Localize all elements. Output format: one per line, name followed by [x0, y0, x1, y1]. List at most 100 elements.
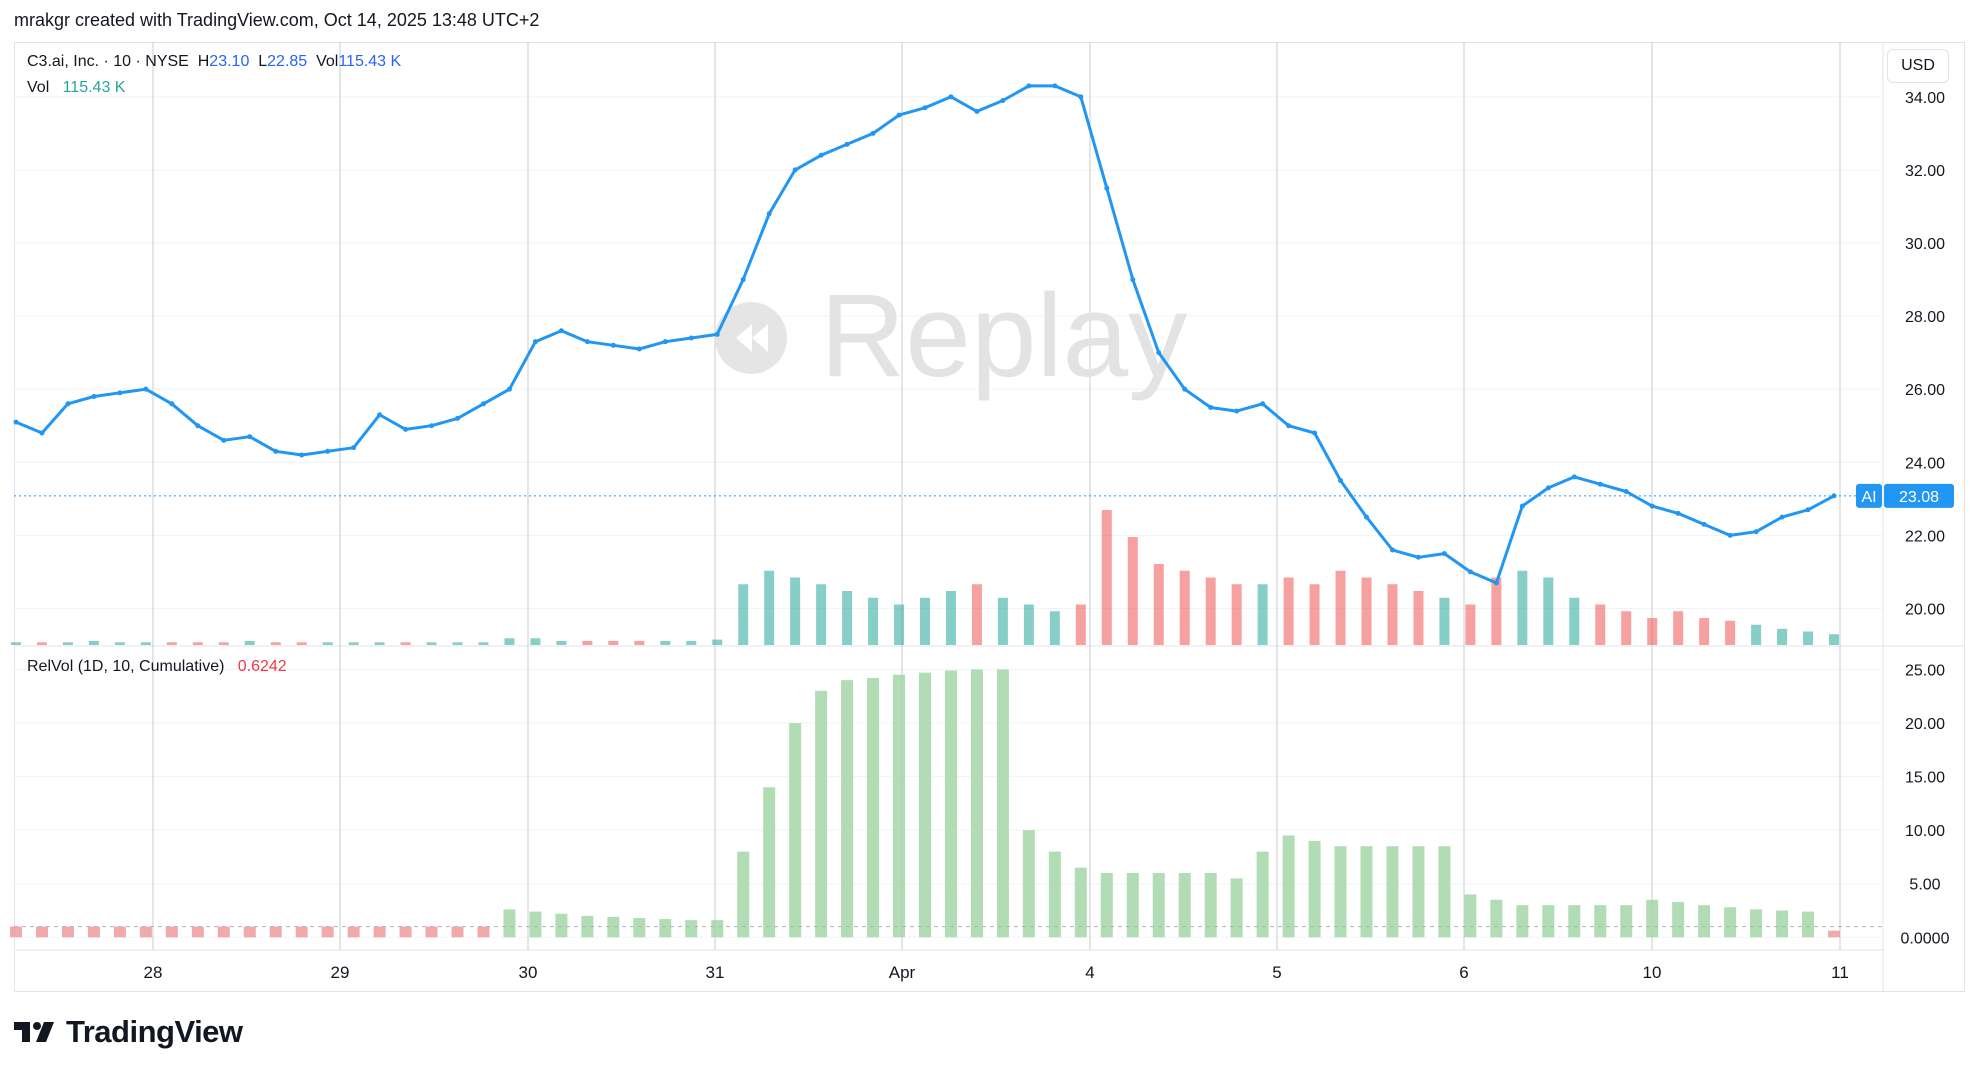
- price-tick-label: 34.00: [1905, 90, 1945, 107]
- volume-bar: [348, 642, 359, 645]
- price-point: [299, 452, 305, 458]
- volume-bar: [270, 642, 281, 645]
- price-tag-symbol-bg: [1856, 483, 1882, 508]
- volume-bar: [1491, 577, 1502, 645]
- vol-label: Vol: [316, 53, 339, 70]
- chart-frame[interactable]: [14, 42, 1965, 992]
- relvol-bar: [113, 926, 126, 938]
- volume-bar: [1283, 577, 1294, 645]
- volume-bar: [1699, 618, 1710, 645]
- price-point: [273, 448, 279, 454]
- volume-bar: [868, 597, 879, 645]
- relvol-bar: [1360, 846, 1373, 938]
- low-value: 22.85: [267, 53, 308, 70]
- relvol-bar: [1568, 905, 1581, 938]
- relvol-bar: [944, 670, 957, 938]
- volume-bar: [36, 642, 47, 645]
- relvol-bar: [1646, 899, 1659, 938]
- volume-bar: [971, 584, 982, 645]
- relvol-bar: [1490, 899, 1503, 938]
- time-tick-label: 30: [519, 963, 538, 982]
- relvol-bar: [1074, 867, 1087, 938]
- relvol-bar: [1100, 873, 1113, 938]
- relvol-tick-label: 25.00: [1905, 662, 1945, 679]
- volume-bar: [88, 640, 99, 645]
- volume-bar: [1335, 570, 1346, 645]
- volume-bar: [556, 640, 567, 645]
- volume-bar: [582, 640, 593, 645]
- relvol-value: 0.6242: [237, 658, 287, 675]
- volume-bar: [426, 642, 437, 645]
- price-point: [1597, 481, 1603, 487]
- volume-bar: [1205, 577, 1216, 645]
- volume-bars: [11, 510, 1839, 645]
- relvol-bar: [1152, 873, 1165, 938]
- volume-bar: [1647, 618, 1658, 645]
- vol-row-value: 115.43 K: [62, 79, 126, 96]
- price-tag-symbol: AI: [1861, 489, 1876, 506]
- session-lines: [152, 42, 1841, 950]
- relvol-bar: [867, 678, 880, 938]
- relvol-tick-label: 0.0000: [1901, 930, 1950, 947]
- relvol-bar: [217, 926, 230, 938]
- volume-bar: [1777, 628, 1788, 645]
- relvol-bar: [1022, 830, 1035, 938]
- volume-bar: [997, 597, 1008, 645]
- volume-bar: [1257, 584, 1268, 645]
- price-point: [1156, 350, 1162, 356]
- volume-bar: [1673, 611, 1684, 645]
- price-legend: C3.ai, Inc. · 10 · NYSE H23.10 L22.85 Vo…: [27, 53, 401, 71]
- relvol-bar: [1204, 873, 1217, 938]
- price-point: [351, 445, 357, 451]
- time-tick-label: 10: [1643, 963, 1662, 982]
- volume-bar: [894, 604, 905, 645]
- relvol-bar: [191, 926, 204, 938]
- price-tick-label: 20.00: [1905, 601, 1945, 618]
- tradingview-logo[interactable]: TradingView: [14, 1014, 243, 1050]
- volume-bar: [842, 591, 853, 645]
- price-point: [1208, 404, 1214, 410]
- vol-value: 115.43 K: [338, 53, 402, 70]
- volume-bar: [920, 597, 930, 645]
- replay-watermark: Replay: [715, 270, 1187, 402]
- price-point: [1675, 510, 1681, 516]
- relvol-bar: [685, 920, 698, 938]
- vol-row-label: Vol: [27, 79, 50, 96]
- price-point: [13, 419, 19, 425]
- relvol-bar: [970, 669, 983, 938]
- symbol-label: C3.ai, Inc. · 10 · NYSE: [27, 53, 189, 70]
- price-point: [1026, 83, 1032, 89]
- price-point: [429, 423, 435, 429]
- price-point: [532, 339, 538, 345]
- price-point: [896, 112, 902, 118]
- volume-bar: [712, 639, 723, 645]
- relvol-bar: [659, 919, 672, 938]
- price-point: [1753, 529, 1759, 535]
- volume-bar: [1127, 537, 1138, 645]
- relvol-bar: [763, 787, 776, 938]
- relvol-tick-label: 10.00: [1905, 823, 1945, 840]
- volume-bar: [11, 642, 21, 645]
- price-point: [247, 434, 253, 440]
- volume-bar: [530, 638, 541, 645]
- relvol-bar: [555, 913, 568, 938]
- price-point: [1389, 547, 1395, 553]
- price-point: [39, 430, 45, 436]
- volume-bar: [140, 642, 151, 645]
- relvol-bar: [1438, 846, 1451, 938]
- price-point: [1104, 185, 1110, 191]
- price-point: [169, 401, 175, 407]
- price-point: [1441, 551, 1447, 557]
- relvol-bar: [61, 926, 74, 938]
- price-point: [1623, 489, 1629, 495]
- currency-button[interactable]: USD: [1887, 49, 1949, 83]
- relvol-bar: [165, 926, 178, 938]
- relvol-bar: [1698, 905, 1711, 938]
- replay-watermark-arrows: [736, 324, 768, 352]
- price-point: [195, 423, 201, 429]
- volume-bar: [1387, 584, 1398, 645]
- price-point: [1805, 507, 1811, 513]
- relvol-bar: [1178, 873, 1191, 938]
- relvol-bar: [1516, 905, 1529, 938]
